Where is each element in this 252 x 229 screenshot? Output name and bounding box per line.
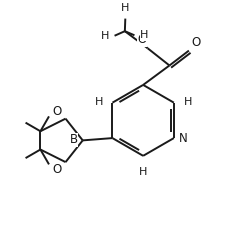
Text: H: H (139, 167, 147, 177)
Text: H: H (140, 30, 149, 40)
Text: H: H (101, 31, 109, 41)
Text: B: B (70, 134, 78, 146)
Text: N: N (179, 132, 188, 144)
Text: O: O (191, 36, 200, 49)
Text: O: O (137, 33, 147, 46)
Text: H: H (121, 3, 130, 13)
Text: O: O (52, 163, 61, 176)
Text: H: H (183, 96, 192, 106)
Text: O: O (52, 104, 61, 117)
Text: H: H (94, 96, 103, 106)
